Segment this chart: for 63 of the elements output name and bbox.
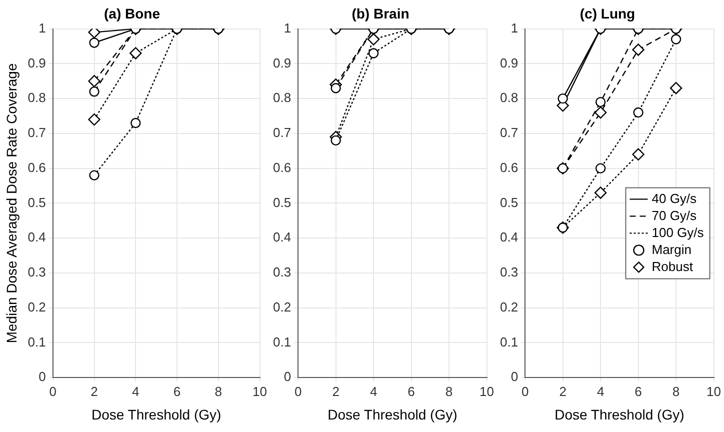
y-tick-label: 0.1	[500, 334, 518, 350]
y-axis-title: Median Dose Averaged Dose Rate Coverage	[3, 63, 20, 344]
x-axis-title: Dose Threshold (Gy)	[328, 406, 458, 422]
y-tick-label: 0.6	[28, 160, 46, 175]
y-tick-label: 0.9	[272, 55, 292, 70]
x-axis-title: Dose Threshold (Gy)	[554, 406, 684, 422]
y-tick-label: 0.6	[272, 160, 292, 175]
y-tick-label: 1	[284, 20, 292, 36]
y-tick-label: 0.3	[500, 264, 518, 280]
x-tick-label: 8	[214, 384, 222, 399]
x-tick-label: 4	[370, 384, 378, 399]
x-tick-label: 6	[173, 384, 181, 399]
y-tick-label: 0	[284, 369, 292, 384]
chart-title: (c) Lung	[580, 5, 636, 22]
x-tick-label: 8	[445, 384, 453, 399]
y-tick-label: 0.3	[28, 264, 46, 280]
legend-label: Robust	[652, 258, 694, 274]
x-tick-label: 4	[596, 384, 604, 399]
x-tick-label: 6	[408, 384, 415, 399]
y-tick-label: 0.6	[500, 160, 518, 175]
chart-title: (b) Brain	[352, 5, 410, 22]
y-tick-label: 1	[510, 20, 518, 36]
x-tick-label: 10	[480, 384, 494, 399]
y-tick-label: 0.5	[28, 194, 46, 210]
x-axis-title: Dose Threshold (Gy)	[91, 406, 222, 422]
y-tick-label: 0	[38, 369, 46, 384]
y-tick-label: 0.8	[272, 90, 292, 106]
x-tick-label: 10	[706, 384, 722, 399]
y-tick-label: 0.4	[500, 230, 518, 245]
legend-label: Margin	[652, 242, 692, 257]
y-tick-label: 0.9	[500, 55, 518, 70]
x-tick-label: 2	[90, 384, 98, 399]
x-tick-label: 2	[559, 384, 566, 399]
y-tick-label: 0.5	[500, 194, 518, 210]
y-tick-label: 0	[510, 369, 518, 384]
legend-label: 40 Gy/s	[652, 190, 698, 206]
x-tick-label: 0	[49, 384, 56, 399]
y-tick-label: 0.1	[28, 334, 46, 350]
x-tick-label: 0	[521, 384, 529, 399]
legend-label: 70 Gy/s	[652, 208, 698, 223]
x-tick-label: 0	[294, 384, 302, 399]
x-tick-label: 6	[634, 384, 642, 399]
y-tick-label: 0.8	[28, 90, 46, 106]
y-tick-label: 0.7	[28, 125, 46, 140]
y-tick-label: 0.7	[500, 125, 518, 140]
y-tick-label: 0.1	[272, 334, 292, 350]
legend-label: 100 Gy/s	[652, 224, 704, 240]
y-tick-label: 0.9	[28, 55, 46, 70]
y-tick-label: 0.4	[28, 230, 46, 245]
y-tick-label: 0.8	[500, 90, 518, 106]
x-tick-label: 4	[132, 384, 140, 399]
x-tick-label: 10	[252, 384, 268, 399]
chart-title: (a) Bone	[104, 5, 160, 22]
y-tick-label: 0.2	[272, 299, 292, 314]
x-tick-label: 8	[672, 384, 680, 399]
y-tick-label: 0.2	[28, 299, 46, 314]
y-tick-label: 0.5	[272, 194, 292, 210]
y-tick-label: 0.4	[272, 230, 292, 245]
y-tick-label: 0.7	[272, 125, 292, 140]
y-tick-label: 0.2	[500, 299, 518, 314]
y-tick-label: 1	[38, 20, 46, 36]
y-tick-label: 0.3	[272, 264, 292, 280]
x-tick-label: 2	[332, 384, 340, 399]
